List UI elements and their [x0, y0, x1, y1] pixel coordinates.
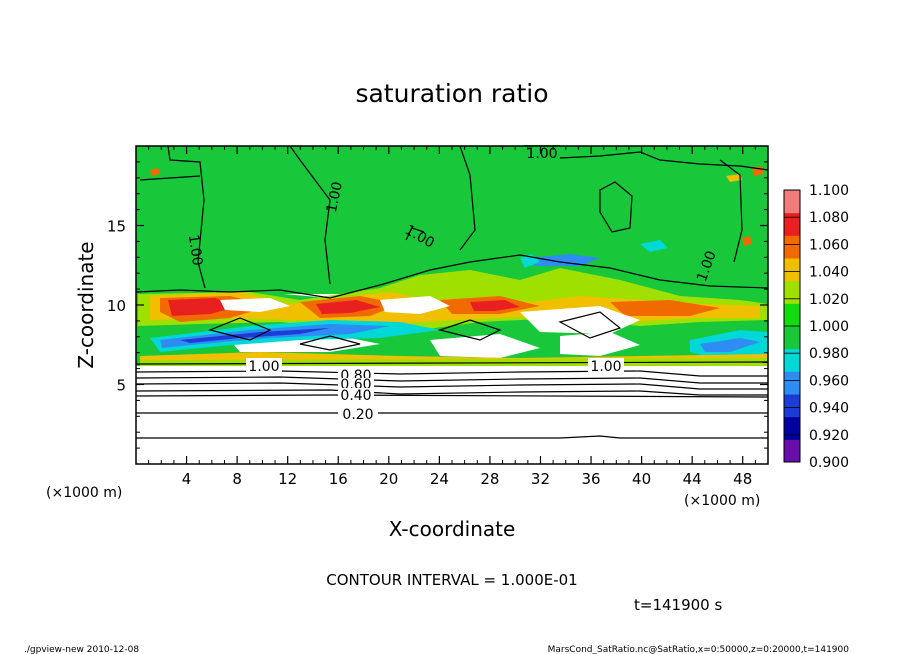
footer-left: ./gpview-new 2010-12-08: [24, 645, 139, 654]
contour-label: 1.00: [524, 145, 560, 162]
x-tick-label: 24: [430, 470, 449, 488]
heatmap-field: [136, 146, 768, 464]
svg-text:1.00: 1.00: [248, 359, 279, 375]
contour-label: 1.00: [246, 358, 282, 375]
svg-text:1.00: 1.00: [185, 234, 205, 267]
time-stamp: t=141900 s: [634, 596, 722, 614]
colorbar-swatch: [784, 326, 800, 350]
y-tick-label: 15: [107, 218, 126, 236]
colorbar-swatch: [784, 190, 800, 214]
colorbar-swatch: [784, 235, 800, 259]
colorbar-swatch: [784, 394, 800, 418]
y-tick-label: 10: [107, 297, 126, 315]
colorbar-label: 1.040: [809, 265, 849, 281]
colorbar-swatch: [784, 280, 800, 304]
x-unit-left: (×1000 m): [46, 485, 122, 501]
colorbar-label: 0.980: [809, 346, 849, 362]
contour-label: 0.20: [338, 406, 378, 423]
colorbar-swatch: [784, 303, 800, 327]
contour-labels: 1.00 1.00 1.00 1.00 1.00 1.00 1.00 0.80 …: [185, 145, 720, 423]
colorbar-swatch: [784, 258, 800, 282]
x-tick-label: 12: [278, 470, 297, 488]
colorbar: 0.900 0.920 0.940 0.960 0.980 1.000 1.020 1.040…: [783, 183, 849, 471]
contour-interval-text: CONTOUR INTERVAL = 1.000E-01: [326, 571, 577, 589]
x-axis: 4 8 12 16 20 24 28 32 36 40 44 48: [148, 146, 756, 488]
colorbar-label: 1.100: [809, 183, 849, 199]
colorbar-label: 0.920: [809, 428, 849, 444]
colorbar-swatch: [784, 416, 800, 440]
colorbar-label: 1.080: [809, 210, 849, 226]
svg-text:0.20: 0.20: [342, 407, 373, 423]
x-unit-right: (×1000 m): [684, 493, 760, 509]
chart-title: saturation ratio: [355, 79, 548, 108]
svg-text:1.00: 1.00: [324, 180, 346, 214]
colorbar-swatch: [784, 348, 800, 372]
svg-text:1.00: 1.00: [590, 359, 621, 375]
colorbar-label: 1.020: [809, 292, 849, 308]
x-tick-label: 36: [581, 470, 600, 488]
contour-label: 1.00: [588, 358, 624, 375]
x-tick-label: 4: [182, 470, 192, 488]
svg-text:1.00: 1.00: [526, 146, 557, 162]
colorbar-label: 0.960: [809, 373, 849, 389]
y-axis: 5 10 15: [107, 161, 768, 449]
colorbar-swatch: [784, 212, 800, 236]
x-tick-label: 44: [683, 470, 702, 488]
x-tick-label: 48: [733, 470, 752, 488]
colorbar-swatch: [784, 371, 800, 395]
colorbar-label: 0.900: [809, 455, 849, 471]
colorbar-label: 0.940: [809, 401, 849, 417]
y-axis-label: Z-coordinate: [74, 241, 98, 368]
x-tick-label: 20: [379, 470, 398, 488]
x-axis-label: X-coordinate: [389, 517, 516, 541]
y-tick-label: 5: [116, 377, 126, 395]
x-tick-label: 28: [480, 470, 499, 488]
colorbar-label: 1.000: [809, 319, 849, 335]
footer-right: MarsCond_SatRatio.nc@SatRatio,x=0:50000,…: [548, 645, 850, 654]
contour-lines: [136, 146, 768, 439]
colorbar-label: 1.060: [809, 237, 849, 253]
x-tick-label: 16: [329, 470, 348, 488]
x-tick-label: 32: [531, 470, 550, 488]
x-tick-label: 40: [632, 470, 651, 488]
contour-label: 1.00: [324, 180, 346, 214]
colorbar-swatch: [784, 439, 800, 463]
svg-text:0.40: 0.40: [340, 388, 371, 404]
contour-label: 0.40: [338, 388, 374, 404]
contour-label: 1.00: [185, 234, 205, 267]
x-tick-label: 8: [232, 470, 242, 488]
